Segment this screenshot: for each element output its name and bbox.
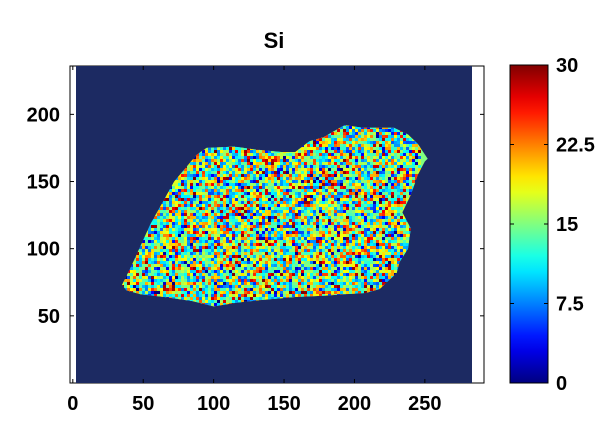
y-tick-label: 50 bbox=[38, 306, 60, 328]
colorbar-tick-label: 15 bbox=[556, 214, 578, 236]
colorbar-tick-label: 30 bbox=[556, 55, 578, 77]
colorbar-tick-label: 22.5 bbox=[556, 135, 595, 157]
x-tick-label: 250 bbox=[408, 393, 441, 415]
x-tick-label: 0 bbox=[67, 393, 78, 415]
x-axis: 0 50 100 150 200 250 bbox=[67, 66, 442, 415]
colorbar-ticks: 30 22.5 15 7.5 0 bbox=[510, 55, 595, 395]
x-tick-label: 150 bbox=[267, 393, 300, 415]
colorbar: 30 22.5 15 7.5 0 bbox=[509, 55, 595, 395]
x-tick-label: 100 bbox=[197, 393, 230, 415]
y-tick-label: 150 bbox=[27, 172, 60, 194]
x-tick-label: 200 bbox=[338, 393, 371, 415]
colorbar-gradient bbox=[509, 64, 549, 384]
colorbar-tick-label: 7.5 bbox=[556, 294, 584, 316]
chart-title: Si bbox=[264, 28, 285, 53]
plot-area bbox=[69, 65, 485, 384]
y-tick-label: 200 bbox=[27, 104, 60, 126]
x-tick-label: 50 bbox=[132, 393, 154, 415]
y-axis: 200 150 100 50 bbox=[27, 104, 484, 328]
y-tick-label: 100 bbox=[27, 239, 60, 261]
colorbar-tick-label: 0 bbox=[556, 373, 567, 395]
